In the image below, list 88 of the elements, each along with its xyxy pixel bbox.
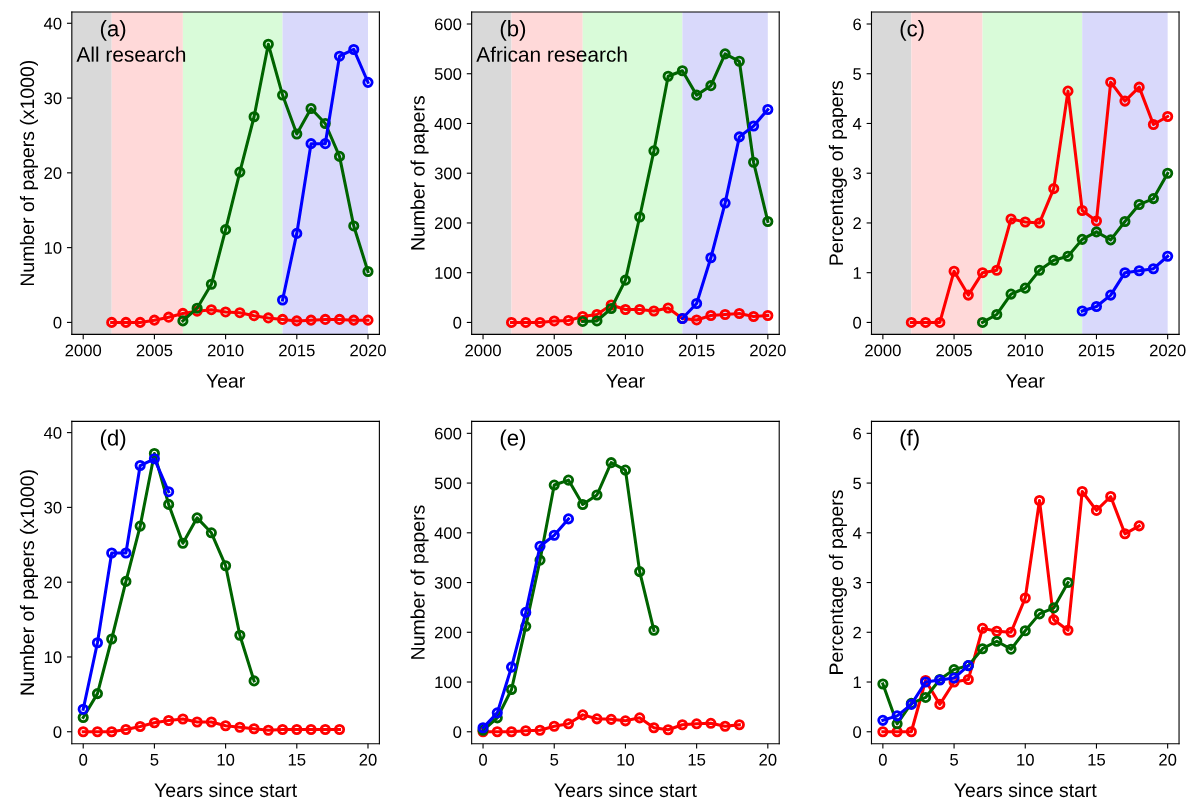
y-tick-label: 1 — [853, 267, 861, 279]
annotation: (f) — [900, 429, 919, 451]
y-tick-label: 30 — [44, 501, 62, 514]
x-tick-label: 2020 — [1149, 344, 1186, 357]
y-tick-label: 100 — [435, 267, 462, 279]
x-tick-label: 5 — [150, 754, 159, 766]
y-tick-label: 5 — [853, 477, 862, 490]
x-tick-label: 2020 — [750, 344, 786, 357]
x-tick-label: 2010 — [207, 344, 244, 357]
x-axis-title: Years since start — [554, 782, 697, 798]
y-tick-label: 500 — [434, 477, 462, 490]
x-tick-label: 15 — [288, 754, 306, 766]
y-tick-label: 300 — [434, 167, 462, 180]
x-axis-title: Year — [606, 374, 645, 388]
annotation: (b) — [500, 20, 526, 41]
x-tick-label: 5 — [950, 754, 958, 766]
y-tick-label: 6 — [853, 18, 862, 31]
annotation: (e) — [500, 429, 526, 451]
annotation: (a) — [100, 20, 126, 41]
y-tick-label: 500 — [434, 68, 462, 80]
y-axis-title: Number of papers — [410, 96, 429, 250]
x-tick-label: 2020 — [350, 344, 386, 357]
y-axis-title: Number of papers — [410, 505, 429, 659]
y-tick-label: 200 — [434, 626, 462, 639]
x-tick-label: 20 — [359, 753, 377, 766]
y-tick-label: 30 — [44, 92, 62, 105]
y-tick-label: 10 — [44, 242, 62, 254]
y-axis-title: Percentage of papers — [828, 490, 847, 674]
x-tick-label: 10 — [617, 753, 635, 766]
x-tick-label: 2005 — [936, 344, 972, 357]
y-tick-label: 4 — [852, 527, 862, 539]
x-tick-label: 0 — [79, 753, 88, 766]
y-tick-label: 40 — [43, 427, 62, 439]
y-axis-title: Number of papers (x1000) — [19, 60, 39, 286]
y-tick-label: 300 — [434, 576, 462, 589]
x-tick-label: 0 — [878, 753, 887, 766]
y-tick-label: 200 — [434, 217, 462, 230]
y-tick-label: 0 — [453, 316, 462, 329]
x-axis-title: Years since start — [154, 782, 297, 798]
y-tick-label: 20 — [44, 576, 62, 589]
annotation: (d) — [100, 429, 126, 451]
y-axis-title: Number of papers (x1000) — [19, 470, 39, 695]
x-tick-label: 2000 — [465, 344, 501, 357]
y-tick-label: 3 — [853, 576, 862, 589]
y-tick-label: 4 — [852, 118, 862, 130]
y-tick-label: 10 — [44, 651, 62, 664]
y-tick-label: 400 — [434, 117, 462, 130]
y-axis-title: Percentage of papers — [828, 80, 847, 265]
x-tick-label: 5 — [550, 754, 559, 766]
y-tick-label: 0 — [853, 726, 862, 738]
y-tick-label: 1 — [853, 676, 861, 689]
x-tick-label: 2010 — [607, 344, 644, 357]
y-tick-label: 0 — [453, 726, 462, 738]
annotation: (c) — [900, 20, 924, 41]
y-tick-label: 600 — [434, 427, 462, 440]
y-tick-label: 0 — [853, 316, 862, 329]
x-tick-label: 2000 — [865, 344, 901, 357]
x-tick-label: 20 — [1159, 753, 1177, 766]
x-tick-label: 2010 — [1007, 344, 1044, 357]
x-axis-title: Year — [206, 374, 245, 388]
y-tick-label: 40 — [43, 17, 62, 30]
x-tick-label: 10 — [1017, 753, 1034, 766]
x-axis-title: Year — [1006, 374, 1045, 388]
x-tick-label: 2005 — [536, 344, 573, 357]
x-tick-label: 2015 — [279, 344, 315, 357]
x-tick-label: 15 — [688, 754, 706, 766]
y-tick-label: 6 — [853, 427, 862, 440]
x-tick-label: 2005 — [136, 344, 173, 357]
y-tick-label: 0 — [53, 726, 62, 738]
y-tick-label: 20 — [44, 167, 62, 180]
x-tick-label: 2015 — [1078, 344, 1115, 357]
x-tick-label: 20 — [759, 753, 777, 766]
y-tick-label: 2 — [853, 217, 861, 229]
y-tick-label: 2 — [853, 626, 861, 639]
annotation: All research — [76, 46, 186, 62]
y-tick-label: 100 — [435, 676, 462, 689]
x-tick-label: 2000 — [65, 344, 102, 357]
x-tick-label: 0 — [479, 753, 488, 766]
x-tick-label: 15 — [1088, 754, 1106, 766]
y-tick-label: 400 — [434, 527, 462, 540]
y-tick-label: 0 — [53, 316, 62, 329]
x-axis-title: Years since start — [954, 782, 1097, 798]
x-tick-label: 10 — [217, 753, 235, 766]
x-tick-label: 2015 — [678, 344, 715, 357]
y-tick-label: 5 — [853, 68, 862, 80]
annotation: African research — [476, 46, 627, 62]
y-tick-label: 600 — [434, 18, 462, 31]
y-tick-label: 3 — [853, 167, 862, 180]
